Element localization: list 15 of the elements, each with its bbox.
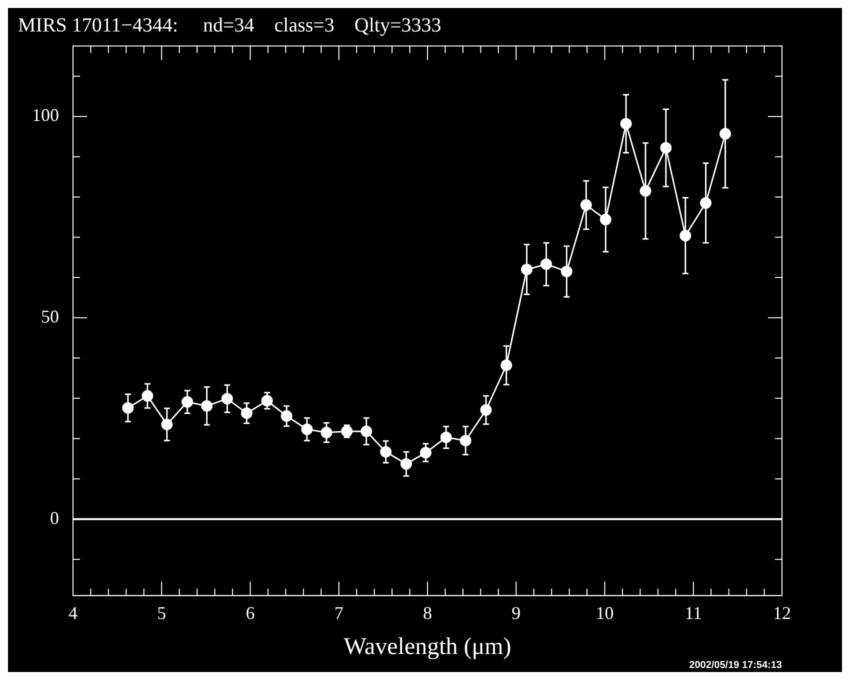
x-tick-label: 8 xyxy=(423,603,432,624)
x-tick-label: 7 xyxy=(334,603,344,624)
text: 2002/05/19 17:54:13 xyxy=(689,660,782,671)
x-tick-label: 10 xyxy=(596,603,614,624)
x-tick-label: 5 xyxy=(157,603,166,624)
y-tick-label: 0 xyxy=(50,508,59,528)
x-tick-label: 4 xyxy=(68,603,78,624)
y-tick-label: 100 xyxy=(32,105,59,126)
chart-title: MIRS 17011−4344: nd=34 class=3 Qlty=3333 xyxy=(18,14,442,36)
x-tick-label: 12 xyxy=(773,603,791,624)
x-tick-label: 9 xyxy=(512,603,521,624)
x-tick-label: 11 xyxy=(684,603,702,624)
x-tick-label: 6 xyxy=(246,603,255,624)
x-axis-title: Wavelength (μm) xyxy=(344,634,512,660)
y-tick-label: 50 xyxy=(41,306,59,327)
